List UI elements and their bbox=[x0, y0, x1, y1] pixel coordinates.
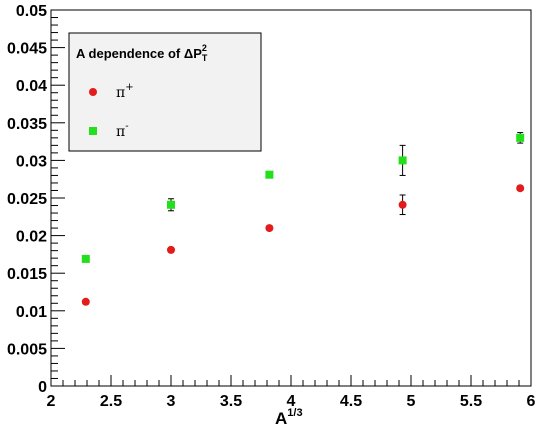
x-tick-label: 5 bbox=[407, 393, 416, 410]
y-tick-label: 0.015 bbox=[7, 266, 47, 283]
y-tick-label: 0.005 bbox=[7, 341, 47, 358]
y-axis: 0 0.005 0.01 0.015 0.02 0.025 0.03 0.035 0.04 0.0… bbox=[7, 3, 65, 396]
x-tick-label: 2.5 bbox=[100, 393, 122, 410]
x-tick-label: 5.5 bbox=[460, 393, 482, 410]
data-point-pi-minus bbox=[167, 200, 175, 209]
legend-box bbox=[68, 32, 262, 152]
data-point-pi-plus bbox=[398, 200, 407, 209]
y-tick-label: 0.045 bbox=[7, 41, 47, 58]
legend-marker-pi-minus bbox=[89, 127, 97, 135]
legend-label-pi-minus: π- bbox=[116, 121, 129, 140]
y-tick-label: 0.035 bbox=[7, 116, 47, 133]
y-tick-label: 0.025 bbox=[7, 191, 47, 208]
legend-title: A dependence of ΔP2 T bbox=[76, 43, 208, 63]
legend: A dependence of ΔP2 T π+ π- bbox=[68, 32, 262, 152]
y-tick-label: 0.01 bbox=[16, 304, 47, 321]
data-point-pi-minus bbox=[516, 133, 525, 142]
x-tick-label: 3.5 bbox=[220, 393, 242, 410]
x-tick-label: 3 bbox=[167, 393, 176, 410]
data-point-pi-minus bbox=[81, 254, 90, 263]
y-tick-label: 0.02 bbox=[16, 229, 47, 246]
data-markers bbox=[81, 133, 525, 306]
y-tick-label: 0.03 bbox=[16, 153, 47, 170]
x-tick-label: 4 bbox=[287, 393, 296, 410]
data-point-pi-plus bbox=[516, 184, 525, 193]
legend-marker-pi-plus bbox=[89, 88, 97, 96]
legend-label-pi-plus: π+ bbox=[116, 82, 134, 101]
y-tick-label: 0.05 bbox=[16, 3, 47, 20]
data-point-pi-minus bbox=[398, 156, 407, 165]
data-point-pi-plus bbox=[167, 245, 175, 254]
y-tick-label: 0 bbox=[38, 379, 47, 396]
x-tick-label: 6 bbox=[527, 393, 536, 410]
data-point-pi-plus bbox=[265, 224, 274, 233]
x-tick-label: 4.5 bbox=[340, 393, 362, 410]
data-point-pi-minus bbox=[265, 170, 274, 179]
x-axis: 2 2.5 3 3.5 4 4.5 5 5.5 6 bbox=[47, 375, 536, 410]
y-tick-label: 0.04 bbox=[16, 78, 47, 95]
data-point-pi-plus bbox=[81, 297, 90, 306]
x-axis-title: A1/3 bbox=[275, 407, 303, 428]
x-tick-label: 2 bbox=[47, 393, 56, 410]
